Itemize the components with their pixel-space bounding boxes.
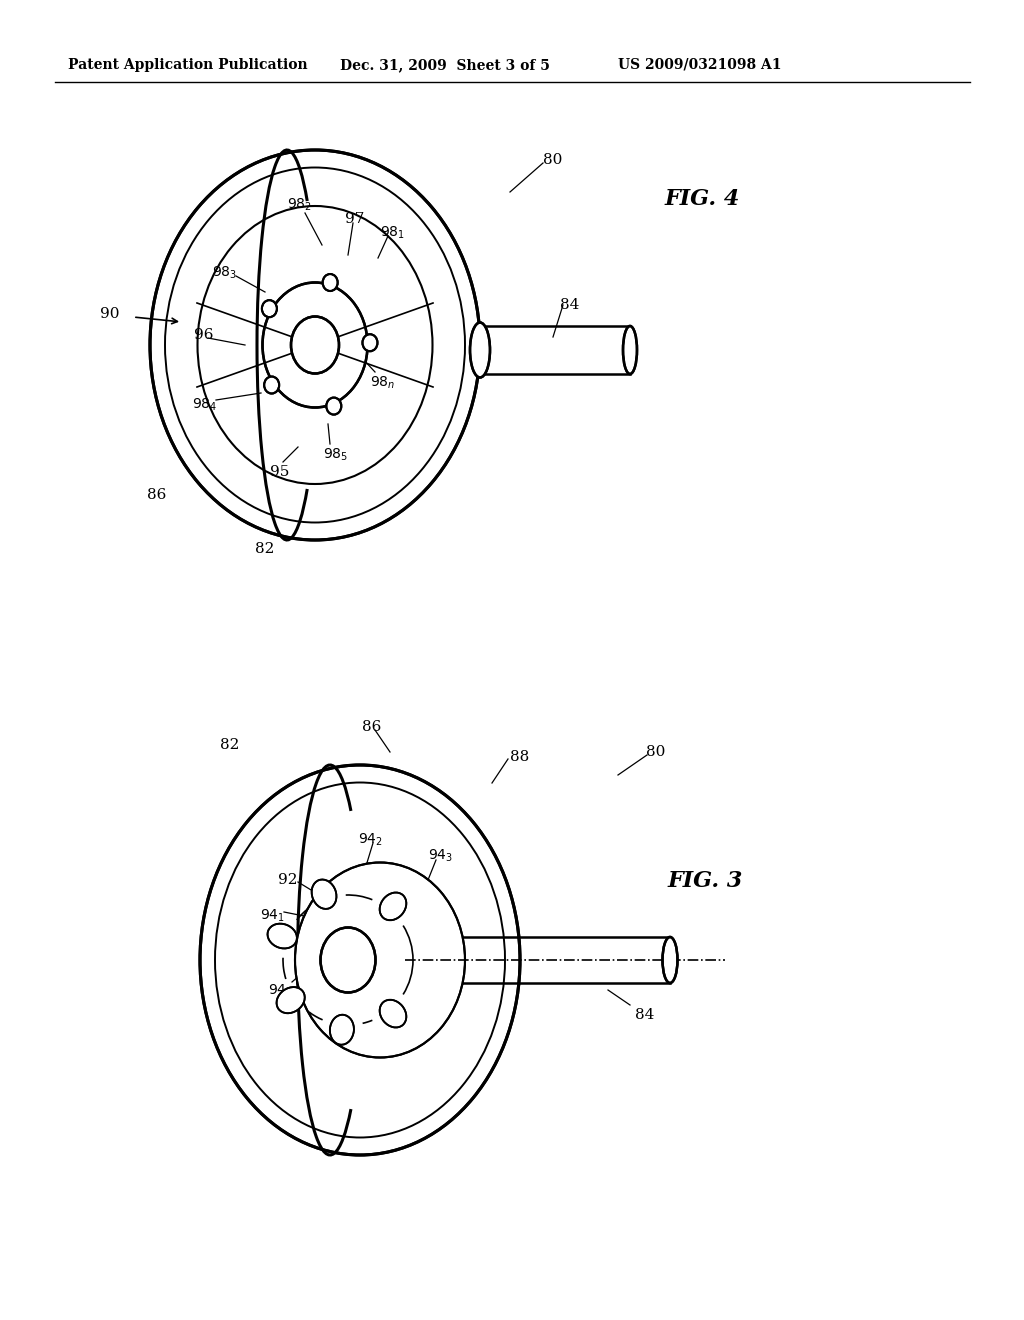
Text: 97: 97 <box>345 213 365 226</box>
Text: 96: 96 <box>194 327 213 342</box>
Text: $94_5$: $94_5$ <box>332 1015 357 1031</box>
Ellipse shape <box>267 924 297 949</box>
Ellipse shape <box>330 1015 354 1044</box>
Ellipse shape <box>470 322 490 378</box>
Text: $98_3$: $98_3$ <box>212 265 238 281</box>
Text: 82: 82 <box>255 543 274 556</box>
Text: $94_1$: $94_1$ <box>260 908 285 924</box>
Text: 80: 80 <box>646 744 666 759</box>
Text: FIG. 4: FIG. 4 <box>665 187 740 210</box>
Ellipse shape <box>200 766 520 1155</box>
Text: US 2009/0321098 A1: US 2009/0321098 A1 <box>618 58 781 73</box>
Text: $98_5$: $98_5$ <box>323 447 348 463</box>
Text: $98_4$: $98_4$ <box>193 397 217 413</box>
Ellipse shape <box>262 282 368 408</box>
Text: $94_n$: $94_n$ <box>268 983 293 999</box>
Text: 84: 84 <box>560 298 580 312</box>
Ellipse shape <box>262 300 276 317</box>
Ellipse shape <box>321 928 376 993</box>
Text: 92: 92 <box>278 873 298 887</box>
Ellipse shape <box>380 999 407 1027</box>
Ellipse shape <box>311 879 337 909</box>
Ellipse shape <box>323 275 338 290</box>
Ellipse shape <box>150 150 480 540</box>
Text: $94_4$: $94_4$ <box>422 975 447 991</box>
Text: 88: 88 <box>510 750 529 764</box>
Text: 86: 86 <box>362 719 381 734</box>
Ellipse shape <box>291 317 339 374</box>
Ellipse shape <box>380 892 407 920</box>
Ellipse shape <box>663 937 678 983</box>
Ellipse shape <box>623 326 637 374</box>
Text: Patent Application Publication: Patent Application Publication <box>68 58 307 73</box>
Text: Dec. 31, 2009  Sheet 3 of 5: Dec. 31, 2009 Sheet 3 of 5 <box>340 58 550 73</box>
Text: FIG. 3: FIG. 3 <box>668 870 743 892</box>
Text: $94_3$: $94_3$ <box>428 847 454 865</box>
Text: 82: 82 <box>220 738 240 752</box>
Text: 95: 95 <box>270 465 290 479</box>
Text: $98_2$: $98_2$ <box>287 197 312 214</box>
Text: 80: 80 <box>543 153 562 168</box>
Text: $94_2$: $94_2$ <box>358 832 383 849</box>
Ellipse shape <box>327 397 341 414</box>
Text: 84: 84 <box>635 1008 654 1022</box>
Ellipse shape <box>264 376 280 393</box>
Text: 90: 90 <box>100 308 120 321</box>
Text: $98_n$: $98_n$ <box>370 375 395 392</box>
Text: 86: 86 <box>147 488 166 502</box>
Ellipse shape <box>295 862 465 1057</box>
Ellipse shape <box>276 987 305 1014</box>
Text: $98_1$: $98_1$ <box>380 224 406 242</box>
Ellipse shape <box>362 334 378 351</box>
